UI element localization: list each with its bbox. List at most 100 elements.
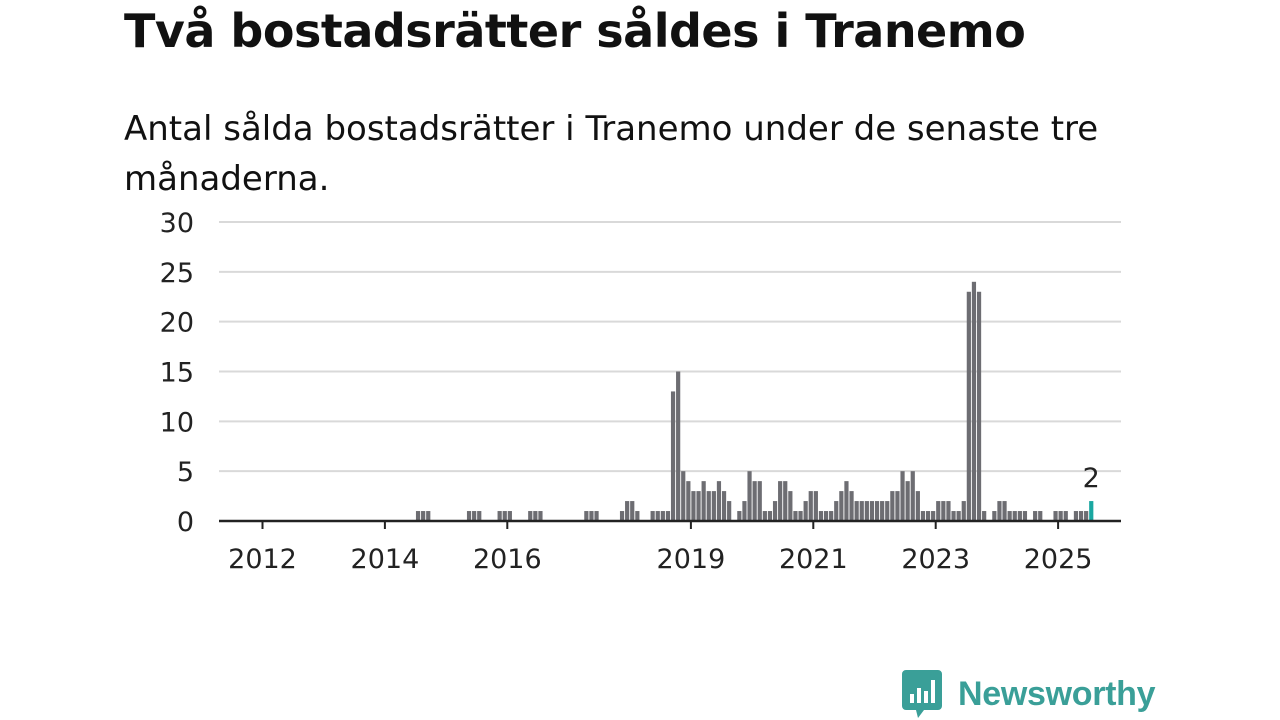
bar: [1063, 511, 1068, 521]
bar: [706, 491, 711, 521]
bar: [737, 511, 742, 521]
bar: [966, 291, 971, 521]
bar: [823, 511, 829, 521]
bar: [589, 511, 594, 521]
bar: [844, 481, 849, 521]
bar: [982, 511, 987, 521]
bar: [1078, 511, 1084, 521]
y-tick-label: 20: [160, 308, 194, 339]
bar: [849, 491, 854, 521]
bar: [885, 501, 890, 521]
bar: [533, 511, 538, 521]
bar: [859, 501, 864, 521]
bar: [772, 501, 778, 521]
bar: [528, 511, 533, 521]
bar: [655, 511, 660, 521]
bar: [1058, 511, 1063, 521]
bar: [869, 501, 875, 521]
bar: [905, 481, 910, 521]
bar: [829, 511, 834, 521]
bar: [742, 501, 747, 521]
x-tick-label: 2012: [228, 544, 297, 575]
bar: [466, 511, 472, 521]
bar: [670, 391, 676, 521]
bar: [874, 501, 880, 521]
x-tick-label: 2019: [657, 544, 726, 575]
bar: [813, 491, 818, 521]
bar: [619, 511, 625, 521]
bar: [900, 471, 905, 521]
y-tick-label: 5: [177, 457, 194, 488]
bar: [716, 481, 722, 521]
bar: [681, 471, 686, 521]
bar: [798, 511, 803, 521]
bar: [808, 491, 813, 521]
y-tick-label: 0: [177, 507, 194, 538]
chart-subtitle: Antal sålda bostadsrätter i Tranemo unde…: [124, 109, 1099, 199]
bar: [421, 511, 426, 521]
bar: [997, 501, 1002, 521]
bar: [778, 481, 783, 521]
bar: [747, 471, 752, 521]
bar: [686, 481, 691, 521]
bar: [803, 501, 808, 521]
bar: [696, 491, 701, 521]
bar: [961, 501, 966, 521]
bar: [660, 511, 665, 521]
bar: [864, 501, 869, 521]
bar: [1012, 511, 1017, 521]
bar: [1073, 511, 1079, 521]
bar: [818, 511, 824, 521]
bar: [1022, 511, 1028, 521]
bar: [976, 291, 982, 521]
bar: [676, 371, 681, 521]
bar: [625, 501, 630, 521]
x-tick-label: 2023: [901, 544, 970, 575]
bar: [793, 511, 798, 521]
bar: [711, 491, 716, 521]
bar: [971, 281, 977, 521]
bar: [727, 501, 732, 521]
bar: [936, 501, 941, 521]
bar: [426, 511, 431, 521]
bar: [1053, 511, 1058, 521]
bar: [721, 491, 727, 521]
bar: [834, 501, 839, 521]
bar: [854, 501, 859, 521]
x-tick-label: 2025: [1024, 544, 1093, 575]
bar: [630, 501, 635, 521]
bar: [665, 511, 671, 521]
bar: [502, 511, 507, 521]
bar: [925, 511, 931, 521]
newsworthy-logo-text: Newsworthy: [958, 674, 1156, 713]
bar: [1084, 511, 1089, 521]
bar: [507, 511, 512, 521]
bar: [1002, 501, 1007, 521]
bar-annotation: 2: [1083, 463, 1100, 494]
bar: [956, 511, 961, 521]
bar-highlight: [1089, 501, 1094, 521]
bar: [538, 511, 543, 521]
bar: [757, 481, 762, 521]
bar: [767, 511, 773, 521]
bar: [594, 511, 599, 521]
y-tick-label: 30: [160, 208, 194, 239]
bar: [783, 481, 788, 521]
bar: [1007, 511, 1012, 521]
x-tick-label: 2014: [351, 544, 420, 575]
bar: [895, 491, 900, 521]
x-tick-label: 2021: [779, 544, 848, 575]
chart-title: Två bostadsrätter såldes i Tranemo: [124, 4, 1026, 58]
bar: [584, 511, 589, 521]
bar: [472, 511, 477, 521]
y-tick-label: 15: [160, 358, 194, 389]
bar: [752, 481, 757, 521]
bar: [931, 511, 936, 521]
bar: [650, 511, 655, 521]
newsworthy-logo: Newsworthy: [902, 670, 1156, 718]
bar: [691, 491, 696, 521]
bar: [497, 511, 502, 521]
y-tick-label: 25: [160, 258, 194, 289]
bar: [701, 481, 706, 521]
